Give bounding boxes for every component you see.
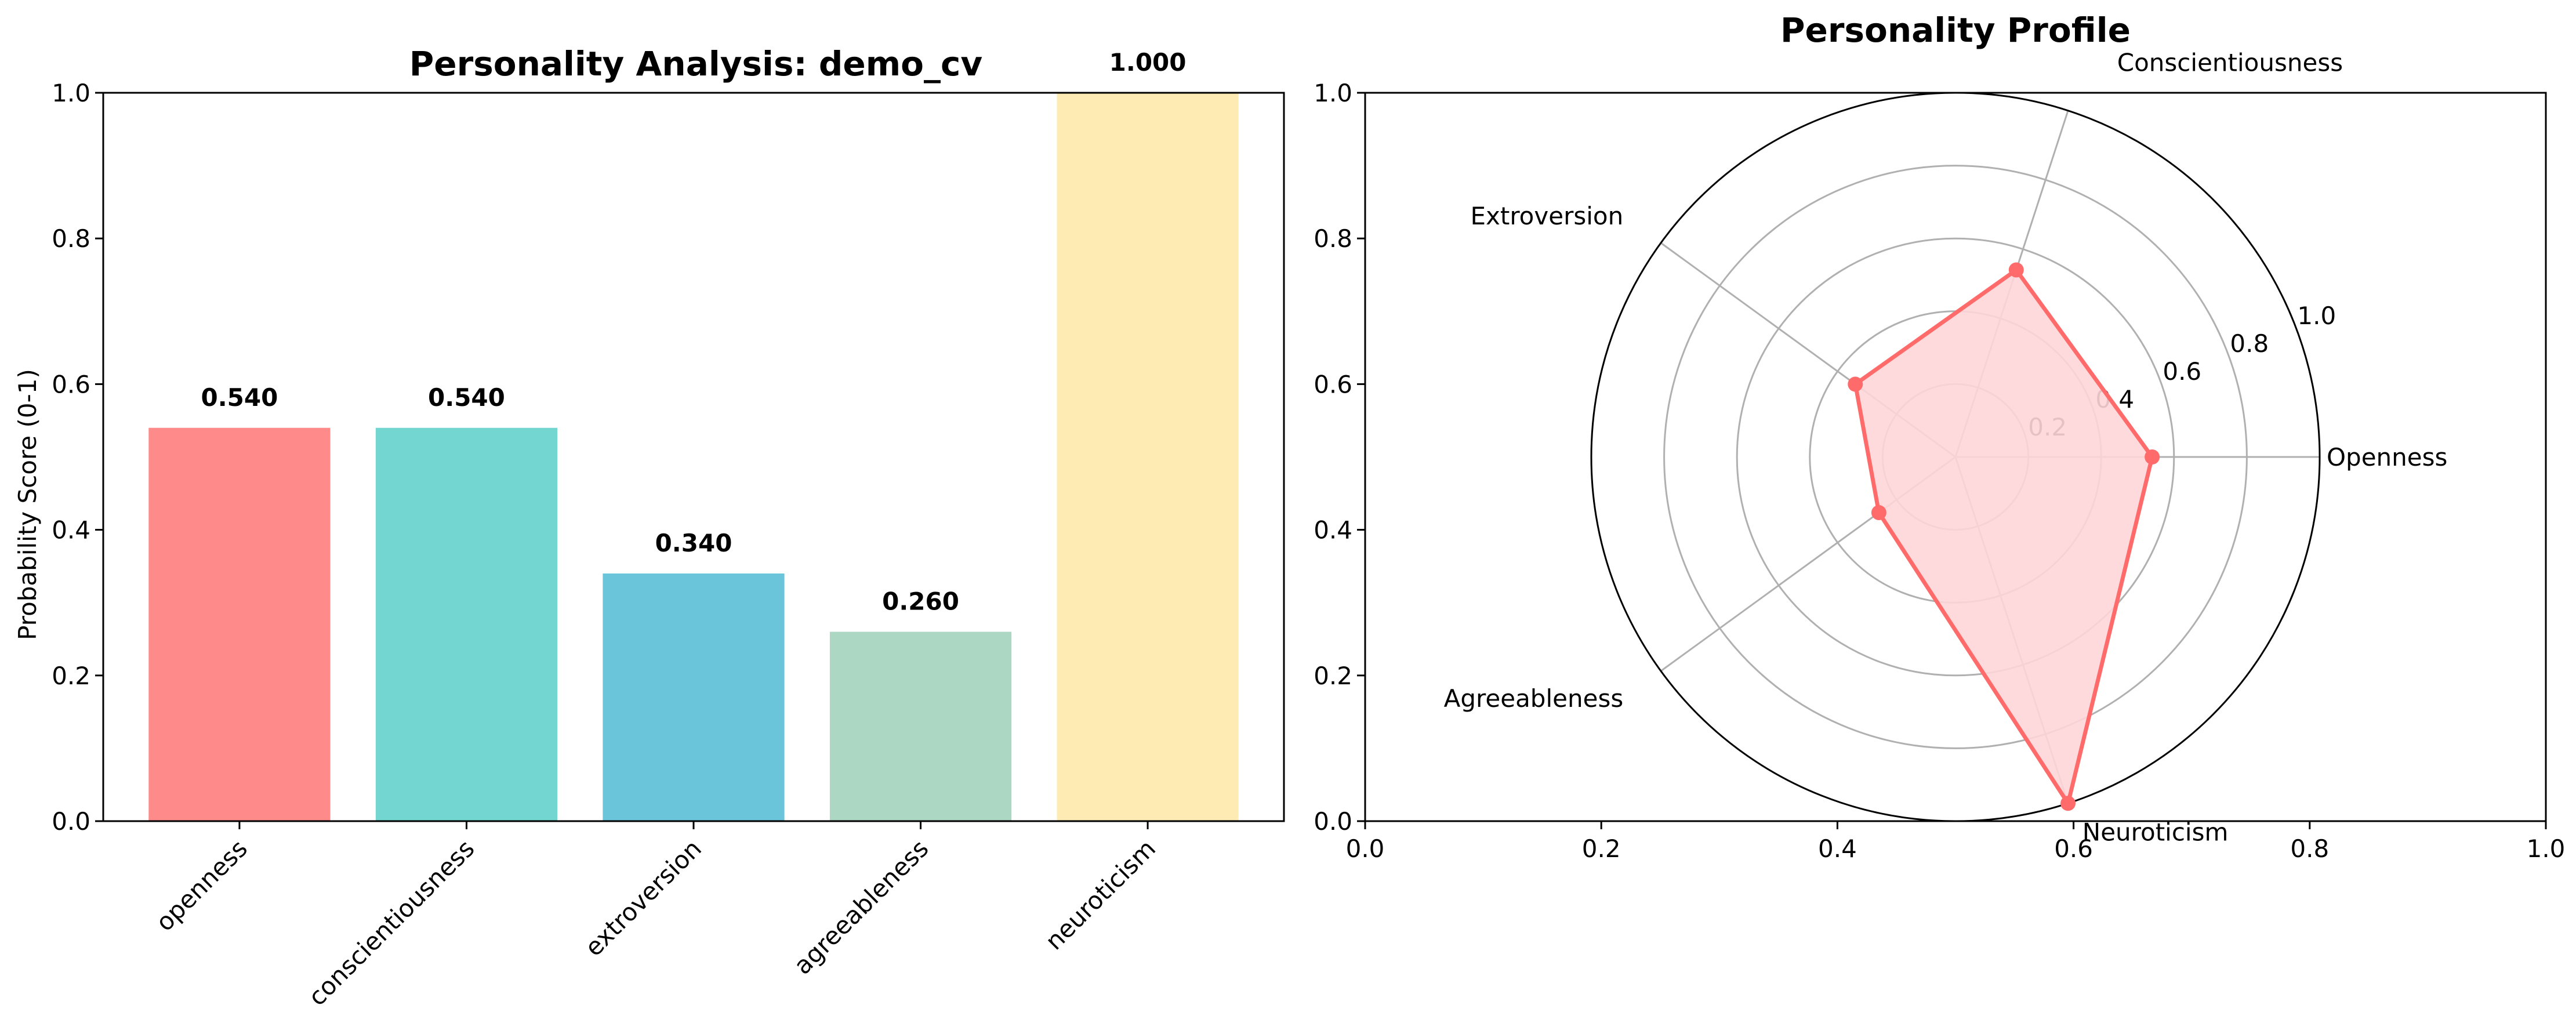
radar-bg-x-tick-label: 0.6 [2054,834,2093,863]
bar-conscientiousness [375,427,558,821]
radar-bg-y-tick-label: 1.0 [1314,79,1352,107]
bar-extroversion [603,573,785,821]
bar-chart: Personality Analysis: demo_cv Probabilit… [13,44,1285,1011]
radar-bg-x-tick-label: 0.0 [1346,834,1385,863]
bar-openness [148,427,331,821]
bar-data-label: 0.340 [655,529,732,557]
bar-chart-y-axis-label: Probability Score (0-1) [13,369,42,640]
radar-axis-label-agreeableness: Agreeableness [1444,684,1624,713]
radar-axis-label-extroversion: Extroversion [1470,202,1623,230]
bar-y-tick-label: 0.6 [52,370,90,398]
radar-r-tick-label: 1.0 [2297,302,2336,330]
bar-x-tick-label: extroversion [579,834,707,961]
radar-bg-x-tick-label: 0.4 [1818,834,1857,863]
radar-series [1848,262,2160,811]
radar-axis-label-conscientiousness: Conscientiousness [2117,49,2343,77]
bar-y-tick-label: 0.0 [52,807,90,836]
bar-chart-frame [102,92,1285,822]
radar-labels: Openness Conscientiousness Extroversion Agr… [1444,49,2448,847]
bar-agreeableness [829,632,1012,821]
bar-data-label: 1.000 [1109,48,1187,77]
radar-axis-label-neuroticism: Neuroticism [2082,818,2229,846]
radar-r-tick-label: 0.6 [2163,357,2201,386]
radar-bg-y-tick-label: 0.2 [1314,662,1352,690]
radar-bg-y-tick-label: 0.4 [1314,516,1352,545]
radar-area [1855,270,2153,804]
radar-background-frame [1364,92,2547,822]
bar-x-tick-label: openness [150,834,253,937]
radar-axis-label-openness: Openness [2327,443,2447,471]
bar-chart-title: Personality Analysis: demo_cv [409,44,982,84]
radar-bg-x-tick-label: 1.0 [2527,834,2566,863]
bar-marks: 0.540 0.540 0.340 0.260 1.000 [148,48,1239,821]
bar-y-tick-label: 1.0 [52,79,90,107]
bar-y-tick-label: 0.8 [52,224,90,253]
radar-r-tick-label: 0.8 [2230,329,2269,358]
bar-x-tick-label: neuroticism [1040,834,1161,955]
radar-point-agreeableness [1871,505,1886,520]
bar-x-tick-label: conscientiousness [303,834,480,1011]
radar-bg-y-tick-label: 0.6 [1314,370,1352,398]
radar-bg-y-tick-label: 0.8 [1314,224,1352,253]
radar-point-extroversion [1848,376,1863,392]
radar-chart: Personality Profile 0.0 0.2 0.4 0.6 0.8 1.00.… [1314,10,2565,863]
radar-line [1853,268,2154,805]
bar-x-tick-label: agreeableness [788,834,934,979]
bar-y-tick-label: 0.2 [52,662,90,690]
radar-chart-title: Personality Profile [1780,10,2131,50]
bar-y-tick-label: 0.4 [52,516,90,545]
radar-bg-y-tick-label: 0.0 [1314,807,1352,836]
radar-background-ticks: 0.0 0.2 0.4 0.6 0.8 1.0 0.0 0.2 0.4 0.6 0.8 1.0 [1314,79,2565,863]
radar-point-neuroticism [2060,796,2076,811]
bar-neuroticism [1057,93,1239,821]
radar-bg-x-tick-label: 0.8 [2290,834,2329,863]
radar-bg-x-tick-label: 0.2 [1582,834,1621,863]
bar-data-label: 0.540 [428,383,505,412]
radar-point-openness [2145,449,2160,464]
bar-data-label: 0.260 [882,587,959,615]
bar-data-label: 0.540 [201,383,278,412]
radar-point-conscientiousness [2008,262,2024,278]
